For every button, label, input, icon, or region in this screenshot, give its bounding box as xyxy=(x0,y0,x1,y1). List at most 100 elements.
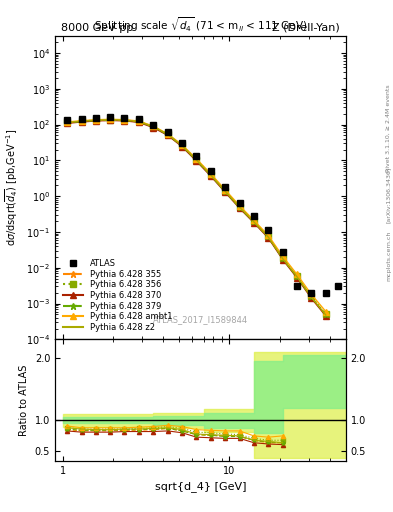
Pythia 6.428 356 xyxy=(252,218,256,224)
ATLAS xyxy=(108,114,113,120)
Pythia 6.428 370 xyxy=(252,220,256,226)
Pythia 6.428 356 xyxy=(180,142,184,148)
Text: Z (Drell-Yan): Z (Drell-Yan) xyxy=(272,23,340,33)
Pythia 6.428 356 xyxy=(122,117,127,123)
ATLAS xyxy=(223,184,228,190)
Pythia 6.428 355 xyxy=(209,173,213,179)
ATLAS xyxy=(309,290,314,296)
Line: Pythia 6.428 355: Pythia 6.428 355 xyxy=(64,117,329,317)
Pythia 6.428 370 xyxy=(295,275,299,281)
Pythia 6.428 z2 xyxy=(309,294,314,301)
Pythia 6.428 ambt1 xyxy=(209,171,213,177)
Pythia 6.428 355 xyxy=(309,294,314,301)
Pythia 6.428 355 xyxy=(252,219,256,225)
ATLAS xyxy=(180,140,184,146)
Pythia 6.428 370 xyxy=(223,189,228,196)
Pythia 6.428 ambt1 xyxy=(266,232,271,239)
Pythia 6.428 356 xyxy=(237,204,242,210)
Pythia 6.428 379 xyxy=(64,120,69,126)
ATLAS xyxy=(323,290,328,296)
Pythia 6.428 379 xyxy=(323,312,328,318)
Pythia 6.428 370 xyxy=(209,173,213,179)
Pythia 6.428 z2 xyxy=(79,118,84,124)
Pythia 6.428 ambt1 xyxy=(280,253,285,259)
Pythia 6.428 ambt1 xyxy=(94,117,98,123)
Pythia 6.428 ambt1 xyxy=(64,119,69,125)
Pythia 6.428 379 xyxy=(266,234,271,240)
Pythia 6.428 370 xyxy=(94,118,98,124)
Pythia 6.428 355 xyxy=(165,132,170,138)
Pythia 6.428 355 xyxy=(151,124,156,130)
Pythia 6.428 370 xyxy=(266,235,271,241)
Text: mcplots.cern.ch: mcplots.cern.ch xyxy=(386,231,391,281)
Pythia 6.428 370 xyxy=(151,124,156,131)
Line: Pythia 6.428 z2: Pythia 6.428 z2 xyxy=(67,120,326,315)
Legend: ATLAS, Pythia 6.428 355, Pythia 6.428 356, Pythia 6.428 370, Pythia 6.428 379, P: ATLAS, Pythia 6.428 355, Pythia 6.428 35… xyxy=(59,255,176,335)
Pythia 6.428 z2 xyxy=(323,312,328,318)
Pythia 6.428 370 xyxy=(64,120,69,126)
Pythia 6.428 355 xyxy=(122,117,127,123)
Pythia 6.428 370 xyxy=(165,132,170,138)
Pythia 6.428 356 xyxy=(165,131,170,137)
Pythia 6.428 379 xyxy=(79,118,84,124)
Pythia 6.428 355 xyxy=(223,188,228,195)
Pythia 6.428 370 xyxy=(79,119,84,125)
Pythia 6.428 356 xyxy=(194,157,199,163)
Pythia 6.428 356 xyxy=(94,117,98,123)
Pythia 6.428 370 xyxy=(137,119,141,125)
Pythia 6.428 379 xyxy=(237,204,242,210)
Pythia 6.428 356 xyxy=(323,311,328,317)
Text: Rivet 3.1.10, ≥ 2.4M events: Rivet 3.1.10, ≥ 2.4M events xyxy=(386,84,391,172)
Pythia 6.428 370 xyxy=(309,295,314,302)
Pythia 6.428 379 xyxy=(209,173,213,179)
Pythia 6.428 355 xyxy=(108,117,113,123)
Pythia 6.428 370 xyxy=(180,144,184,150)
ATLAS xyxy=(295,284,299,290)
Pythia 6.428 z2 xyxy=(223,188,228,195)
ATLAS xyxy=(94,115,98,121)
Pythia 6.428 370 xyxy=(237,205,242,211)
Line: ATLAS: ATLAS xyxy=(64,115,341,295)
Pythia 6.428 355 xyxy=(237,204,242,210)
ATLAS xyxy=(79,116,84,122)
Pythia 6.428 z2 xyxy=(94,117,98,123)
Pythia 6.428 356 xyxy=(223,188,228,194)
X-axis label: sqrt{d_4} [GeV]: sqrt{d_4} [GeV] xyxy=(155,481,246,492)
Pythia 6.428 ambt1 xyxy=(323,308,328,314)
ATLAS xyxy=(209,168,213,174)
Pythia 6.428 355 xyxy=(194,157,199,163)
ATLAS xyxy=(194,153,199,159)
Pythia 6.428 379 xyxy=(295,274,299,280)
Pythia 6.428 ambt1 xyxy=(252,218,256,224)
Pythia 6.428 ambt1 xyxy=(79,118,84,124)
Pythia 6.428 379 xyxy=(280,255,285,262)
Pythia 6.428 z2 xyxy=(64,119,69,125)
Pythia 6.428 379 xyxy=(151,124,156,130)
ATLAS xyxy=(64,117,69,123)
Text: ATLAS_2017_I1589844: ATLAS_2017_I1589844 xyxy=(153,315,248,324)
Pythia 6.428 355 xyxy=(137,119,141,125)
Pythia 6.428 356 xyxy=(295,273,299,279)
Pythia 6.428 370 xyxy=(108,117,113,123)
Pythia 6.428 z2 xyxy=(108,117,113,123)
Y-axis label: d$\sigma$/dsqrt($\overline{d_4}$) [pb,GeV$^{-1}$]: d$\sigma$/dsqrt($\overline{d_4}$) [pb,Ge… xyxy=(4,129,20,246)
Pythia 6.428 ambt1 xyxy=(309,291,314,297)
Pythia 6.428 356 xyxy=(137,118,141,124)
Pythia 6.428 356 xyxy=(64,119,69,125)
Y-axis label: Ratio to ATLAS: Ratio to ATLAS xyxy=(19,365,29,436)
Pythia 6.428 355 xyxy=(64,120,69,126)
Pythia 6.428 355 xyxy=(266,234,271,241)
ATLAS xyxy=(280,249,285,255)
Pythia 6.428 356 xyxy=(79,118,84,124)
Pythia 6.428 379 xyxy=(194,157,199,163)
Pythia 6.428 355 xyxy=(280,255,285,262)
Title: Splitting scale $\sqrt{d_4}$ (71 < m$_{ll}$ < 111 GeV): Splitting scale $\sqrt{d_4}$ (71 < m$_{l… xyxy=(94,15,307,34)
Pythia 6.428 379 xyxy=(122,117,127,123)
Pythia 6.428 356 xyxy=(309,293,314,300)
Pythia 6.428 z2 xyxy=(266,234,271,240)
Line: Pythia 6.428 370: Pythia 6.428 370 xyxy=(64,118,329,319)
Pythia 6.428 379 xyxy=(108,117,113,123)
Pythia 6.428 z2 xyxy=(122,117,127,123)
Pythia 6.428 379 xyxy=(94,117,98,123)
Text: [arXiv:1306.3436]: [arXiv:1306.3436] xyxy=(386,166,391,223)
